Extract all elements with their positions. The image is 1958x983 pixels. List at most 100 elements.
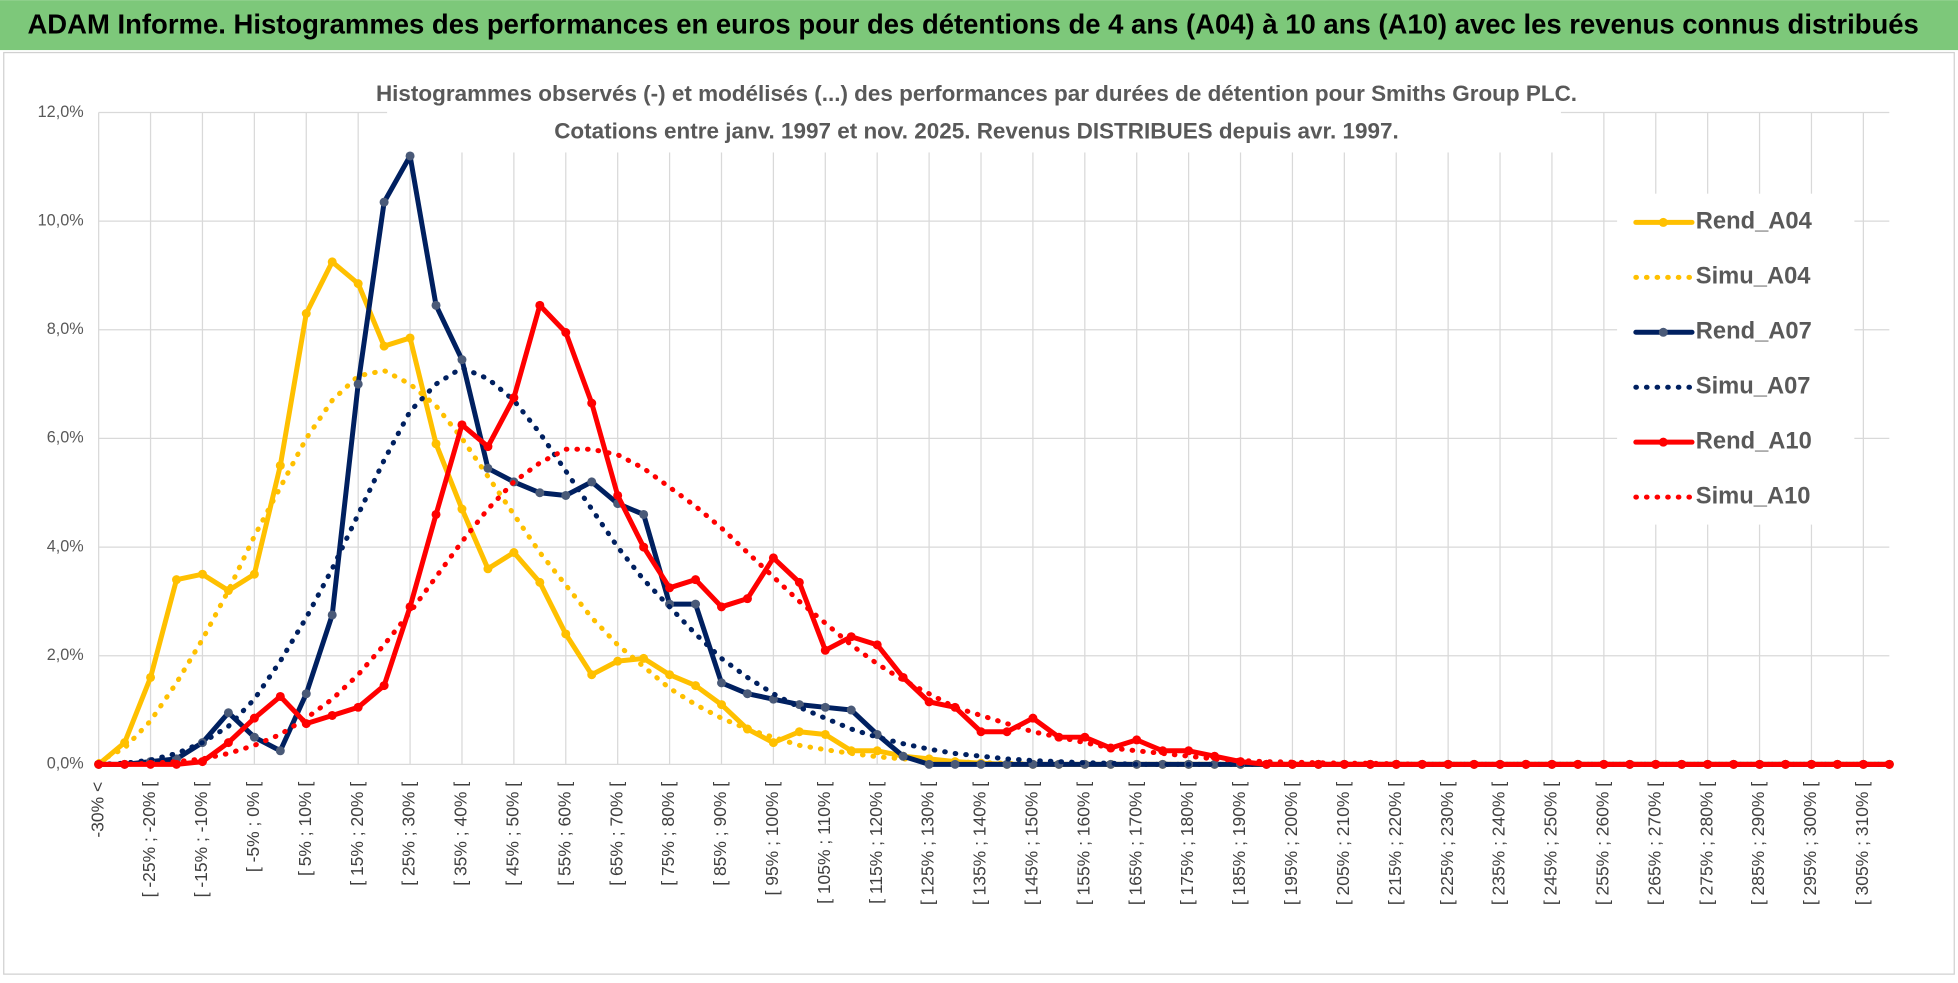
point [457,420,467,430]
x-tick-label: [ 55% ; 60% [ [554,782,574,886]
x-tick-label: [ 275% ; 280% [ [1696,782,1716,905]
point [665,670,675,680]
point [639,542,649,552]
point [820,645,830,655]
x-tick-label: -30% < [87,782,107,838]
x-tick-label: [ 285% ; 290% [ [1748,782,1768,905]
point [535,488,545,498]
point [768,553,778,563]
point [483,442,493,452]
x-tick-label: [ -25% ; -20% [ [139,782,159,898]
point [353,702,363,712]
point [431,439,441,449]
point [431,300,441,310]
point [846,632,856,642]
point [742,689,752,699]
point [275,461,285,471]
point [716,678,726,688]
x-tick-label: [ 45% ; 50% [ [503,782,523,886]
x-tick-label: [ 245% ; 250% [ [1541,782,1561,905]
point [197,569,207,579]
x-tick-label: [ 265% ; 270% [ [1644,782,1664,905]
x-tick-label: [ 135% ; 140% [ [970,782,990,905]
x-tick-label: [ 235% ; 240% [ [1489,782,1509,905]
point [1832,759,1842,769]
point [846,705,856,715]
point [353,379,363,389]
point [275,746,285,756]
x-tick-label: [ 165% ; 170% [ [1125,782,1145,905]
x-tick-label: [ 295% ; 300% [ [1800,782,1820,905]
point [716,700,726,710]
x-tick-label: [ -5% ; 0% [ [243,782,263,872]
point [1158,759,1168,769]
point [249,713,259,723]
y-tick-label: 2,0% [47,646,84,664]
point [561,490,571,500]
point [483,564,493,574]
point [405,333,415,343]
point [172,575,181,585]
point [950,759,960,769]
point [327,257,337,267]
x-tick-label: [ 225% ; 230% [ [1437,782,1457,905]
point [587,670,597,680]
x-tick-label: [ 175% ; 180% [ [1177,782,1197,905]
point [1002,727,1012,737]
chart-title: Histogrammes observés (-) et modélisés (… [376,81,1577,106]
x-tick-label: [ 215% ; 220% [ [1385,782,1405,905]
header-bar [0,0,1958,51]
point [613,656,623,666]
point [872,640,882,650]
point [872,746,882,756]
point [1210,759,1220,769]
point [665,583,675,593]
point [457,355,467,365]
point [1365,759,1375,769]
legend-backdrop [1617,193,1855,525]
point [301,689,311,699]
x-tick-label: [ 95% ; 100% [ [762,782,782,896]
x-tick-label: [ 105% ; 110% [ [814,782,834,904]
point [561,328,571,338]
point [379,197,389,207]
point [509,393,519,403]
point [820,702,830,712]
point [301,308,311,318]
x-tick-label: [ -15% ; -10% [ [191,782,211,898]
x-tick-label: [ 75% ; 80% [ [658,782,678,886]
point [561,629,571,639]
x-tick-label: [ 155% ; 160% [ [1073,782,1093,905]
point [535,300,545,310]
point [327,710,337,720]
legend-marker [1658,437,1668,447]
x-tick-label: [ 125% ; 130% [ [918,782,938,905]
legend-label: Rend_A10 [1696,428,1812,454]
y-tick-label: 6,0% [47,429,84,447]
point [1884,759,1894,769]
point [535,577,545,587]
series-line [96,368,1892,767]
point [249,569,259,579]
point [275,691,285,701]
chart-subtitle: Cotations entre janv. 1997 et nov. 2025.… [554,118,1399,143]
point [223,708,233,718]
point [327,610,337,620]
point [924,697,934,707]
point [1080,732,1090,742]
y-tick-label: 4,0% [47,537,84,555]
legend-label: Rend_A07 [1696,319,1812,345]
x-tick-label: [ 185% ; 190% [ [1229,782,1249,905]
x-tick-label: [ 65% ; 70% [ [606,782,626,886]
point [146,672,156,682]
y-tick-label: 12,0% [38,103,84,121]
x-tick-label: [ 115% ; 120% [ [866,782,886,904]
point [1781,759,1791,769]
point [742,594,752,604]
point [587,398,597,408]
point [691,599,701,609]
point [405,151,415,161]
point [1547,759,1557,769]
point [716,602,726,612]
